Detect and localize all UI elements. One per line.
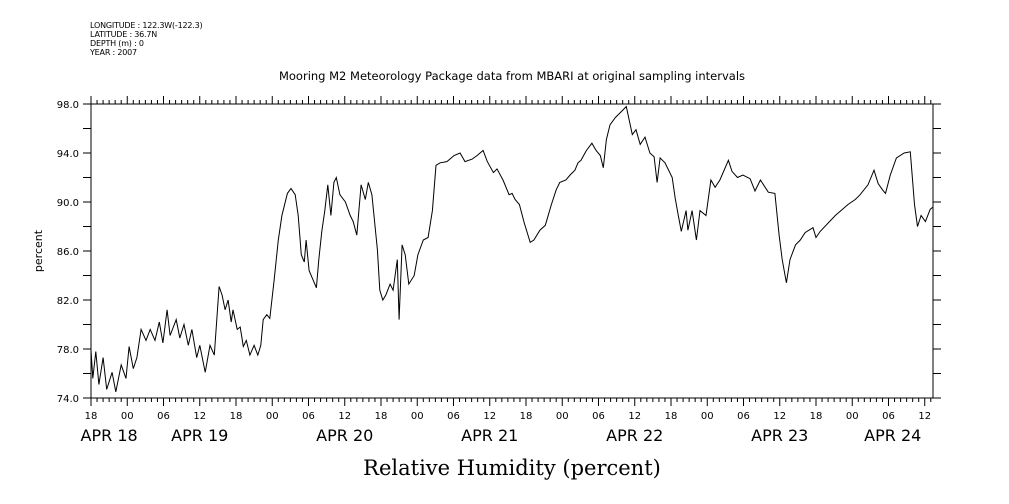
x-tick-label: 00 [701, 411, 714, 422]
date-label: APR 21 [461, 426, 518, 445]
x-tick-label: 18 [810, 411, 823, 422]
x-tick-label: 12 [628, 411, 641, 422]
y-axis-label: percent [32, 229, 45, 272]
plot-frame [90, 103, 934, 399]
x-tick-label: 18 [375, 411, 388, 422]
x-tick-label: 18 [665, 411, 678, 422]
x-axis-label: Relative Humidity (percent) [363, 456, 661, 480]
x-tick-label: 00 [411, 411, 424, 422]
date-label: APR 20 [316, 426, 373, 445]
y-tick-label: 90.0 [57, 198, 79, 209]
y-tick-label: 86.0 [57, 247, 79, 258]
x-tick-label: 06 [302, 411, 315, 422]
tick-labels: 74.0 78.0 82.0 86.0 90.0 94.0 98.0 18 00 06 12 18 00… [57, 100, 931, 445]
y-tick-label: 98.0 [57, 100, 79, 111]
axis-ticks [83, 96, 941, 406]
x-tick-label: 06 [882, 411, 895, 422]
x-tick-label: 18 [520, 411, 533, 422]
x-tick-label: 12 [483, 411, 496, 422]
header-depth: DEPTH (m) : 0 [90, 39, 144, 48]
x-tick-label: 18 [230, 411, 243, 422]
humidity-line [90, 105, 934, 392]
y-tick-label: 78.0 [57, 345, 79, 356]
date-label: APR 22 [606, 426, 663, 445]
x-tick-label: 12 [773, 411, 786, 422]
y-tick-label: 74.0 [57, 394, 79, 405]
x-tick-label: 00 [266, 411, 279, 422]
date-label: APR 23 [751, 426, 808, 445]
y-tick-label: 82.0 [57, 296, 79, 307]
date-label: APR 18 [81, 426, 138, 445]
header-latitude: LATITUDE : 36.7N [90, 30, 158, 39]
x-tick-label: 12 [918, 411, 931, 422]
x-tick-label: 06 [737, 411, 750, 422]
date-label: APR 19 [171, 426, 228, 445]
x-tick-label: 06 [157, 411, 170, 422]
x-tick-label: 00 [556, 411, 569, 422]
x-tick-label: 06 [447, 411, 460, 422]
chart-title: Mooring M2 Meteorology Package data from… [279, 69, 745, 83]
x-tick-label: 12 [338, 411, 351, 422]
x-tick-label: 06 [592, 411, 605, 422]
x-tick-label: 00 [121, 411, 134, 422]
header-year: YEAR : 2007 [90, 48, 137, 57]
x-tick-label: 18 [85, 411, 98, 422]
x-tick-label: 00 [846, 411, 859, 422]
date-label: APR 24 [864, 426, 921, 445]
x-tick-label: 12 [193, 411, 206, 422]
header-longitude: LONGITUDE : 122.3W(-122.3) [90, 21, 203, 30]
y-tick-label: 94.0 [57, 149, 79, 160]
